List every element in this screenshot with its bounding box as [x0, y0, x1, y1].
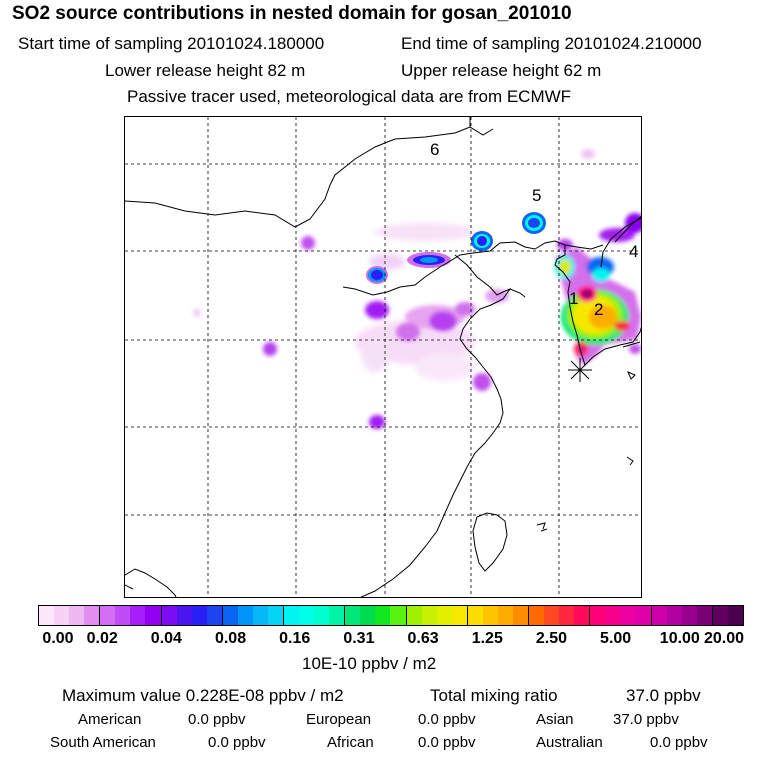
colorbar-segment [329, 606, 346, 625]
region-name-african: African [327, 734, 374, 751]
colorbar-segment [544, 606, 560, 625]
colorbar [38, 605, 744, 626]
colorbar-segment [314, 606, 330, 625]
colorbar-segment [482, 606, 498, 625]
colorbar-segment [161, 606, 177, 625]
map-panel: 6 5 4 1 2 [124, 116, 642, 598]
colorbar-tick-label: 0.00 [42, 630, 74, 647]
region-value-african: 0.0 ppbv [418, 734, 476, 751]
colorbar-segment [712, 606, 728, 625]
colorbar-segment [345, 606, 361, 625]
colorbar-segment [512, 606, 529, 625]
colorbar-tick-label: 10.00 [659, 630, 700, 647]
colorbar-segment [39, 606, 55, 625]
colorbar-segment [69, 606, 85, 625]
colorbar-tick-label: 0.63 [407, 630, 439, 647]
colorbar-segment [590, 606, 606, 625]
colorbar-tick-label: 0.04 [150, 630, 182, 647]
total-mixing-value: 37.0 ppbv [626, 686, 701, 705]
colorbar-segment [84, 606, 101, 625]
total-mixing-label: Total mixing ratio [430, 686, 558, 705]
hotspots [366, 212, 546, 284]
colorbar-tick-label: 0.08 [214, 630, 247, 647]
colorbar-tick-label: 2.50 [535, 630, 568, 647]
colorbar-segment [145, 606, 162, 625]
colorbar-segment [467, 606, 483, 625]
colorbar-segment [176, 606, 192, 625]
colorbar-segment [681, 606, 697, 625]
colorbar-segment [451, 606, 468, 625]
colorbar-segment [191, 606, 207, 625]
colorbar-segment [651, 606, 667, 625]
region-name-south-american: South American [50, 734, 156, 751]
map-canvas: 6 5 4 1 2 [125, 117, 641, 597]
region-label-1: 1 [569, 289, 578, 308]
colorbar-tick-label: 1.25 [471, 630, 503, 647]
colorbar-segment [436, 606, 452, 625]
region-label-2: 2 [594, 300, 603, 319]
colorbar-tick-label: 5.00 [600, 630, 632, 647]
colorbar-segment [497, 606, 513, 625]
colorbar-segment [206, 606, 223, 625]
grid-lines [125, 117, 641, 597]
colorbar-segment [54, 606, 70, 625]
colorbar-segment [375, 606, 391, 625]
colorbar-segment [390, 606, 407, 625]
colorbar-segment [529, 606, 545, 625]
region-value-european: 0.0 ppbv [418, 711, 476, 728]
colorbar-segment [559, 606, 575, 625]
start-time-label: Start time of sampling 20101024.180000 [18, 34, 325, 53]
colorbar-segment [100, 606, 116, 625]
colorbar-segment [406, 606, 422, 625]
colorbar-tick-label: 0.02 [86, 630, 118, 647]
maximum-value-label: Maximum value 0.228E-08 ppbv / m2 [62, 686, 344, 705]
colorbar-tick-label: 0.16 [279, 630, 311, 647]
region-name-australian: Australian [536, 734, 603, 751]
colorbar-segment [130, 606, 146, 625]
colorbar-segment [635, 606, 652, 625]
region-name-asian: Asian [536, 711, 574, 728]
region-value-american: 0.0 ppbv [188, 711, 246, 728]
chart-title: SO2 source contributions in nested domai… [12, 3, 572, 24]
colorbar-segment [237, 606, 253, 625]
region-value-australian: 0.0 ppbv [650, 734, 708, 751]
end-time-label: End time of sampling 20101024.210000 [401, 34, 702, 53]
region-label-4: 4 [629, 242, 638, 261]
colorbar-segment [115, 606, 131, 625]
colorbar-tick-label: 0.31 [343, 630, 375, 647]
receptor-site-marker [568, 358, 592, 382]
colorbar-segment [267, 606, 284, 625]
colorbar-segment [605, 606, 621, 625]
colorbar-segment [299, 606, 315, 625]
colorbar-segment [666, 606, 682, 625]
colorbar-segment [252, 606, 268, 625]
colorbar-tick-label: 20.00 [703, 630, 745, 647]
colorbar-segment [620, 606, 636, 625]
region-name-american: American [78, 711, 142, 728]
colorbar-segment [421, 606, 437, 625]
region-value-south-american: 0.0 ppbv [208, 734, 266, 751]
lower-release-label: Lower release height 82 m [105, 61, 306, 80]
colorbar-unit-label: 10E-10 ppbv / m2 [302, 654, 437, 673]
colorbar-segment [222, 606, 238, 625]
upper-release-label: Upper release height 62 m [401, 61, 602, 80]
info-label: Passive tracer used, meteorological data… [127, 87, 572, 106]
region-label-5: 5 [532, 186, 541, 205]
region-value-asian: 37.0 ppbv [613, 711, 679, 728]
colorbar-segment [360, 606, 376, 625]
colorbar-segment [574, 606, 591, 625]
colorbar-segment [696, 606, 713, 625]
colorbar-segment [727, 606, 743, 625]
region-label-6: 6 [430, 140, 439, 159]
colorbar-segment [284, 606, 300, 625]
region-name-european: European [306, 711, 372, 728]
coastlines [125, 117, 641, 597]
